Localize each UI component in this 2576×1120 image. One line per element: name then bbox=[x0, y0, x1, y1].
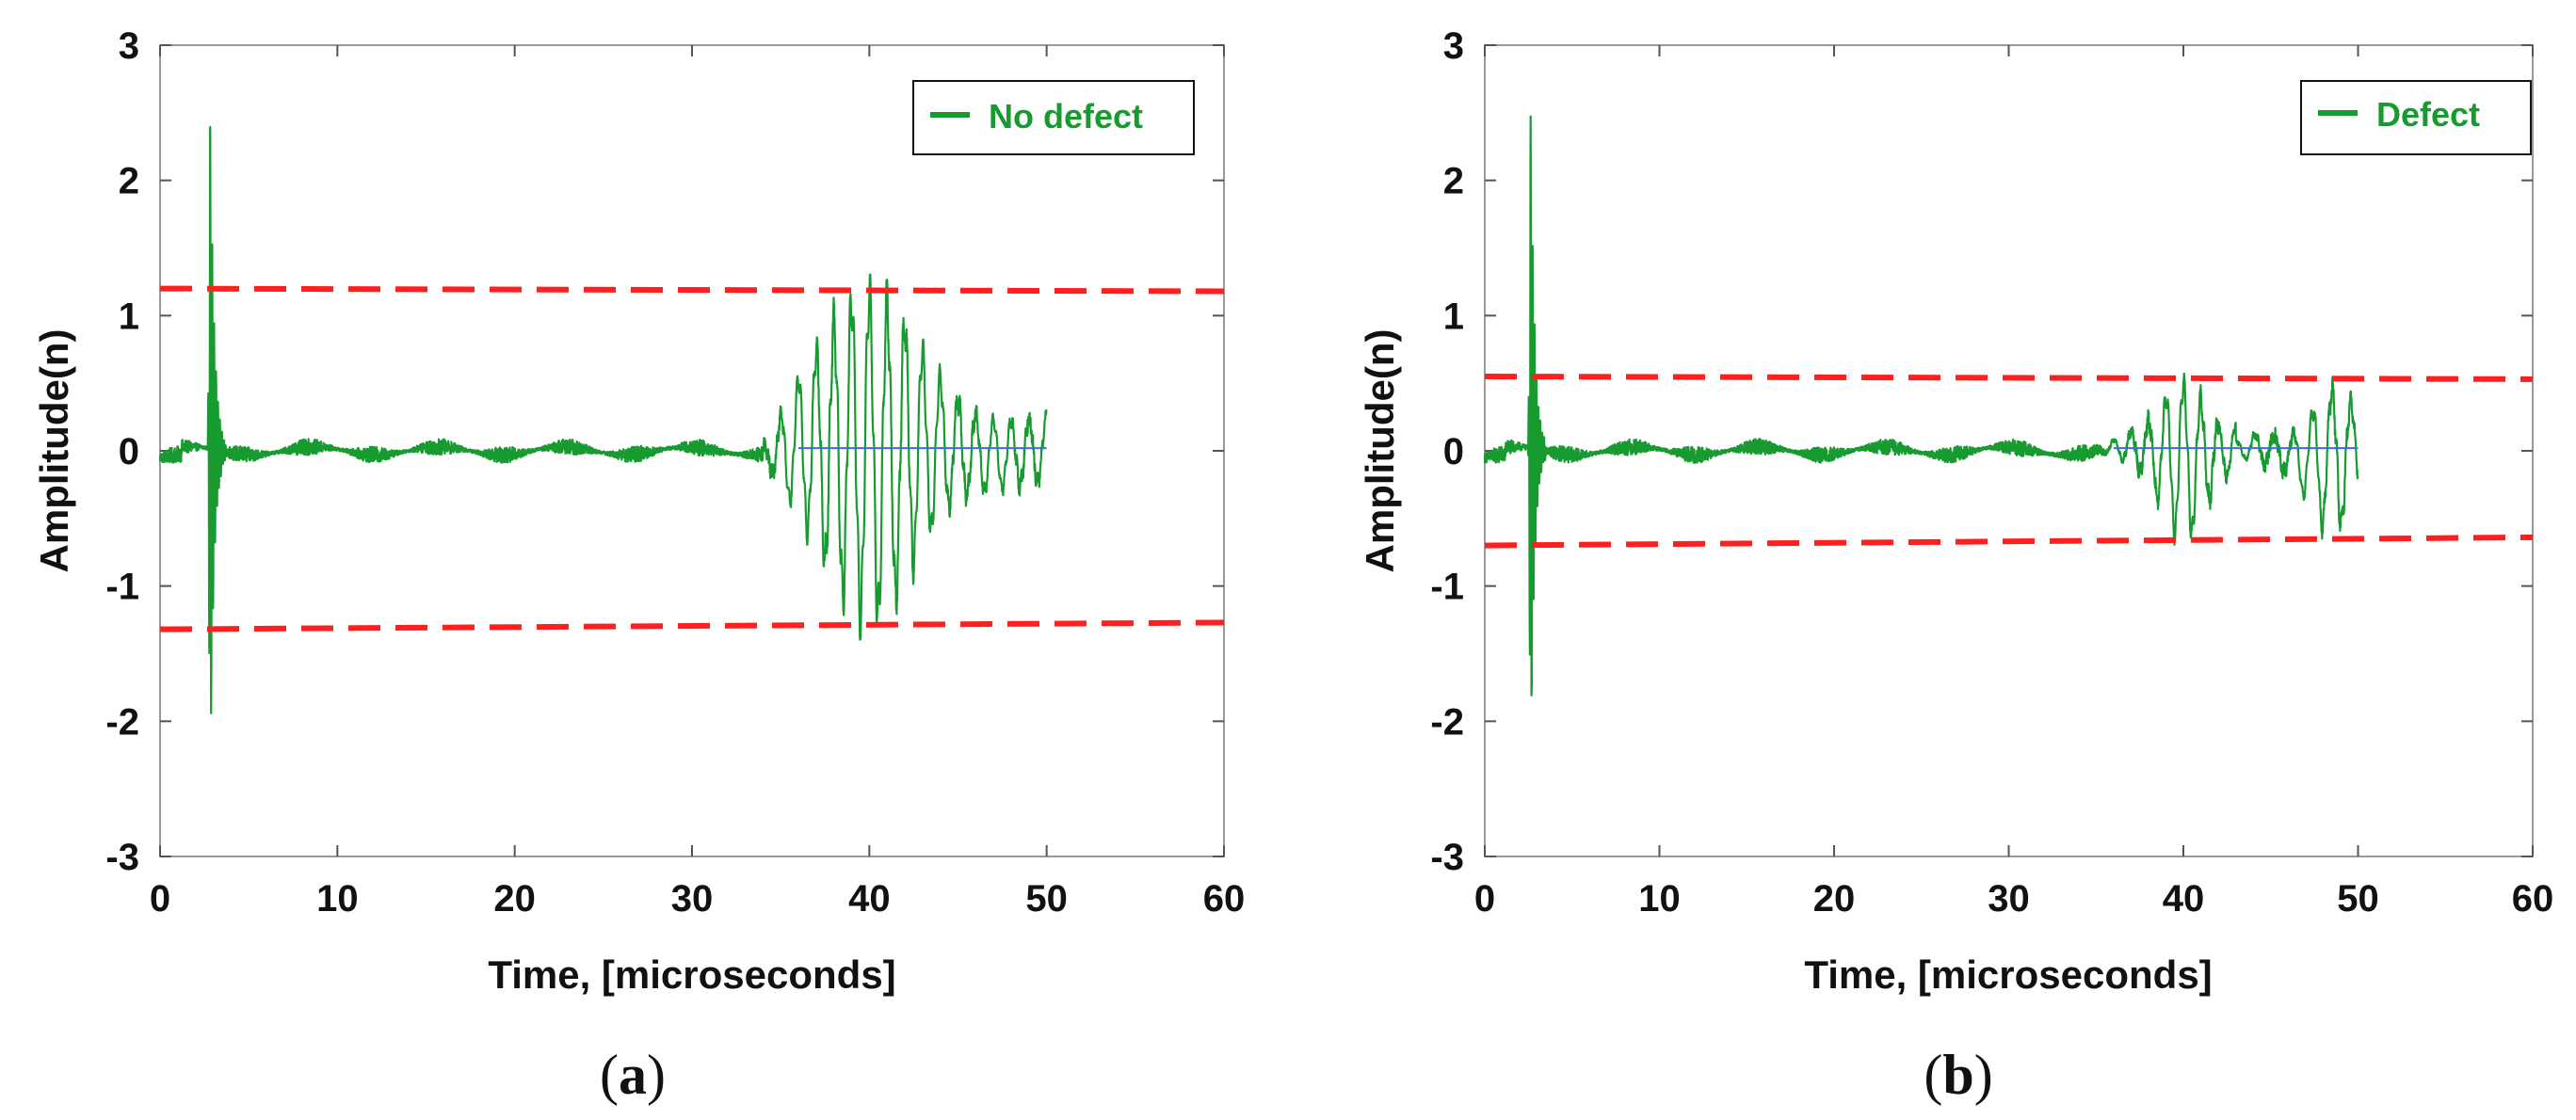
y-axis-title: Amplitude(n) bbox=[32, 329, 76, 573]
y-tick-label: -2 bbox=[1430, 701, 1464, 743]
y-axis-title: Amplitude(n) bbox=[1358, 329, 1402, 573]
y-tick-label: -1 bbox=[1430, 567, 1464, 608]
x-tick-label: 60 bbox=[1203, 878, 1246, 920]
x-tick-label: 60 bbox=[2512, 878, 2554, 920]
lower-threshold-line bbox=[1484, 534, 2534, 549]
y-tick-label: 1 bbox=[1443, 296, 1464, 337]
y-tick-label: 3 bbox=[1443, 25, 1464, 67]
legend: No defect bbox=[912, 80, 1195, 155]
y-tick-labels: -3 -2 -1 0 1 2 3 bbox=[1430, 25, 1464, 878]
x-tick-label: 0 bbox=[1474, 878, 1495, 920]
y-tick-label: -2 bbox=[105, 701, 139, 743]
tick-marks bbox=[1484, 44, 2534, 857]
x-tick-label: 20 bbox=[1813, 878, 1856, 920]
panel-b: 0 10 20 30 40 50 60 -3 -2 -1 0 1 2 3 Defect Time, [m… bbox=[1358, 25, 2553, 1106]
signal-line bbox=[1483, 115, 2359, 697]
x-tick-label: 30 bbox=[671, 878, 714, 920]
x-tick-label: 10 bbox=[316, 878, 359, 920]
x-axis-title: Time, [microseconds] bbox=[1804, 952, 2212, 997]
lower-threshold-line bbox=[159, 619, 1225, 632]
x-tick-label: 20 bbox=[493, 878, 536, 920]
y-tick-label: 1 bbox=[119, 296, 139, 337]
panel-a: 0 10 20 30 40 50 60 -3 -2 -1 0 1 2 3 No defect Time,… bbox=[32, 25, 1245, 1106]
tick-marks bbox=[159, 44, 1225, 857]
upper-threshold-line bbox=[159, 285, 1225, 295]
x-tick-label: 40 bbox=[2163, 878, 2205, 920]
y-tick-label: 0 bbox=[1443, 431, 1464, 472]
x-tick-label: 30 bbox=[1988, 878, 2030, 920]
panel-caption: (b) bbox=[1924, 1044, 1992, 1106]
x-tick-labels: 0 10 20 30 40 50 60 bbox=[1474, 878, 2553, 920]
legend-label: No defect bbox=[989, 97, 1143, 136]
legend-label: Defect bbox=[2376, 95, 2480, 134]
signal-line bbox=[158, 125, 1048, 715]
y-tick-label: 2 bbox=[119, 161, 139, 202]
y-tick-labels: -3 -2 -1 0 1 2 3 bbox=[105, 25, 139, 878]
x-tick-label: 0 bbox=[150, 878, 170, 920]
x-tick-label: 40 bbox=[848, 878, 891, 920]
legend-box bbox=[2300, 80, 2532, 155]
series-layer bbox=[1483, 115, 2534, 697]
y-tick-label: -1 bbox=[105, 567, 139, 608]
panel-caption: (a) bbox=[600, 1044, 666, 1106]
series-layer bbox=[158, 125, 1225, 715]
upper-threshold-line bbox=[1484, 373, 2534, 382]
x-axis-title: Time, [microseconds] bbox=[488, 952, 895, 997]
y-tick-label: 3 bbox=[119, 25, 139, 67]
x-tick-label: 50 bbox=[2337, 878, 2379, 920]
y-tick-label: 2 bbox=[1443, 161, 1464, 202]
legend: Defect bbox=[2300, 80, 2532, 155]
x-tick-label: 10 bbox=[1638, 878, 1681, 920]
y-tick-label: -3 bbox=[105, 837, 139, 878]
x-tick-label: 50 bbox=[1025, 878, 1068, 920]
y-tick-label: -3 bbox=[1430, 837, 1464, 878]
y-tick-label: 0 bbox=[119, 431, 139, 472]
x-tick-labels: 0 10 20 30 40 50 60 bbox=[150, 878, 1245, 920]
